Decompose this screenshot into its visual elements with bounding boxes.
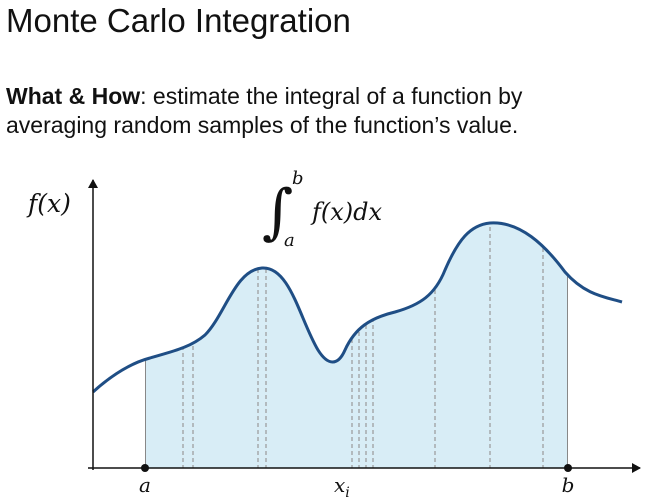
x-label-base: x <box>334 473 345 497</box>
description-line: averaging random samples of the function… <box>6 112 518 138</box>
integral-upper: b <box>292 168 304 189</box>
integral-sign: ∫ <box>262 177 293 247</box>
description-line: What & How: estimate the integral of a f… <box>6 83 523 109</box>
endpoint <box>564 464 572 472</box>
y-label: f(x) <box>26 189 71 218</box>
x-label-b: b <box>562 473 575 497</box>
description-text: : estimate the integral of a function by <box>140 83 523 109</box>
x-label-subscript: i <box>345 485 349 498</box>
endpoint <box>141 464 149 472</box>
sample-lines <box>182 222 544 468</box>
function-curve <box>91 221 623 394</box>
integral-lower: a <box>284 230 295 251</box>
x-label-xi: xi <box>334 473 350 498</box>
x-label-a: a <box>139 473 151 497</box>
description-bold: What & How <box>6 83 140 109</box>
title: Monte Carlo Integration <box>6 2 351 39</box>
integrand: f(x)dx <box>310 198 383 226</box>
